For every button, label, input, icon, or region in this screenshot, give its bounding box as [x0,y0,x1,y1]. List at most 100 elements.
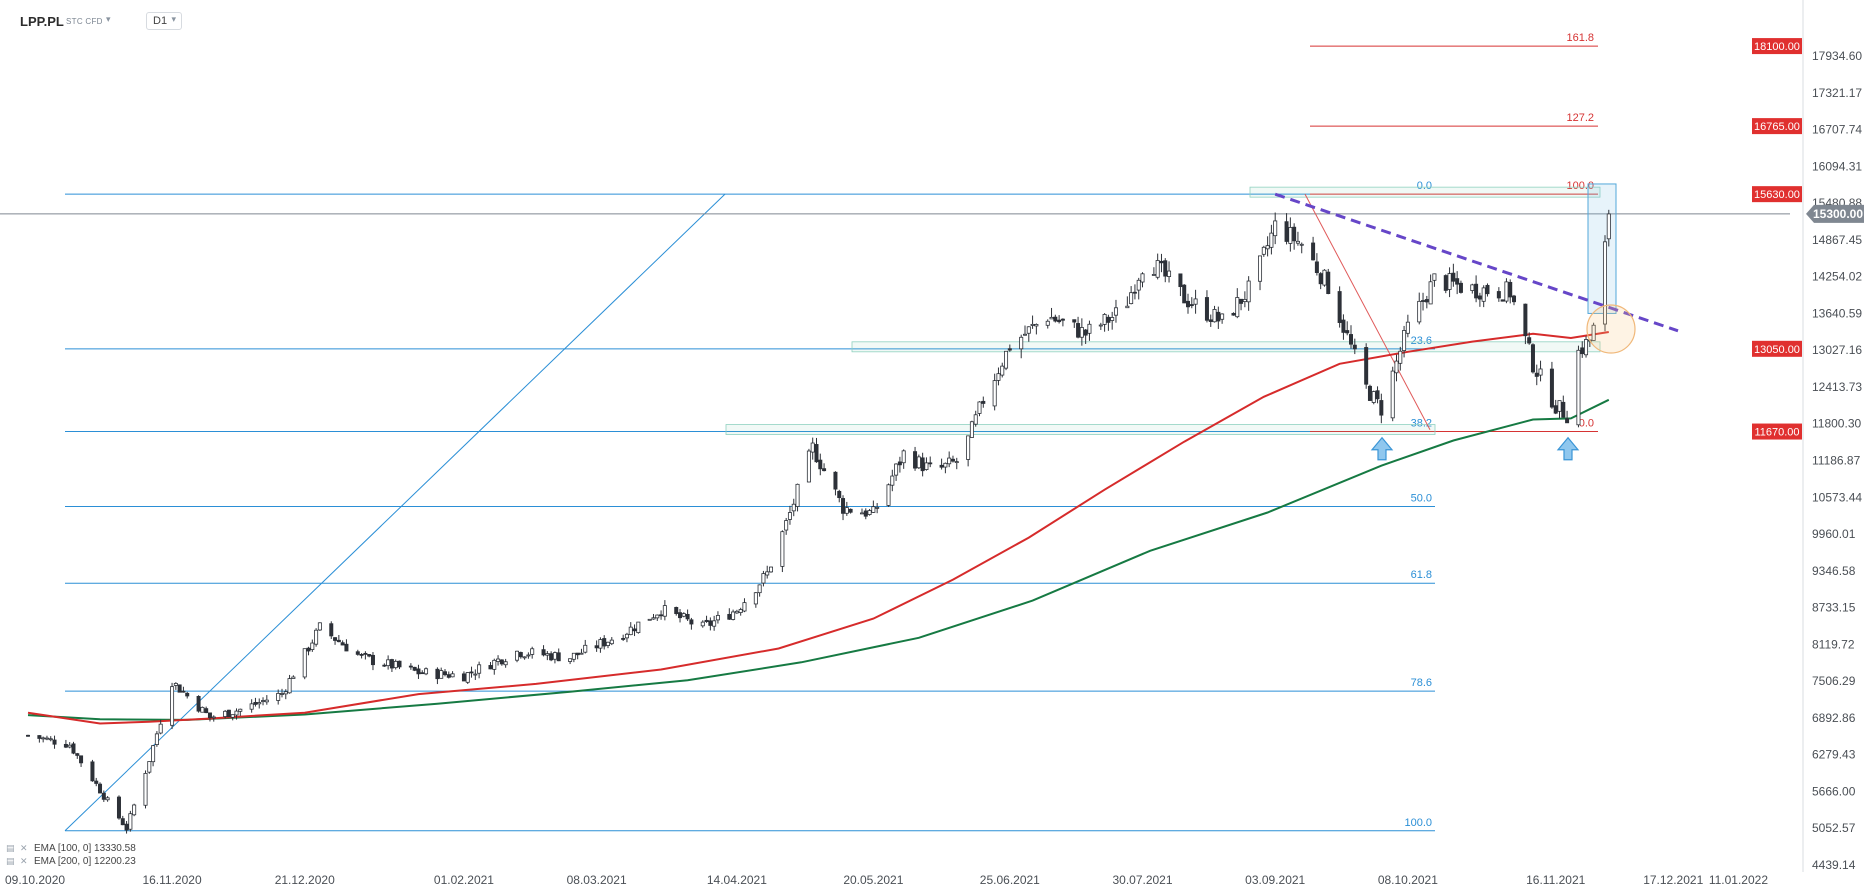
caret-down-icon: ▾ [171,14,176,24]
candle-body [954,461,959,464]
candle-body [257,702,262,705]
candle-body [287,678,292,694]
candle-body [226,709,231,718]
chart-drawings[interactable] [1304,183,1617,430]
candle-body [1565,418,1570,424]
y-tick-label: 16094.31 [1812,159,1862,173]
timeframe-value: D1 [153,15,168,27]
candle-body [791,503,796,512]
candle-body [439,670,444,679]
y-tick-label: 14867.45 [1812,233,1862,247]
candle-body [181,690,186,693]
candle-body [1371,391,1376,403]
y-tick-label: 17321.17 [1812,86,1862,100]
candle-body [101,792,106,800]
legend-row-ema100[interactable]: ▤ ✕ EMA [100, 0] 13330.58 [6,842,136,855]
candle-body [522,656,527,659]
fib-ext-label: 127.2 [1566,112,1594,124]
fib-extension-levels[interactable]: 161.8 127.2 100.0 0.0 [1310,32,1598,433]
x-tick-label: 21.12.2020 [275,873,335,887]
caret-down-icon[interactable]: ▾ [106,14,111,24]
candle-body [784,520,789,531]
legend-row-ema200[interactable]: ▤ ✕ EMA [200, 0] 12200.23 [6,855,136,868]
candle-body [704,619,709,622]
candle-body [1504,281,1509,302]
candle-body [1235,297,1240,318]
candle-body [302,648,307,678]
instrument-type-label[interactable]: STC CFD [66,17,103,26]
candle-body [913,451,918,469]
candle-body [822,468,827,472]
candle-body [1379,400,1384,416]
indicator-settings-icon[interactable]: ▤ [6,843,15,853]
y-tick-label: 11186.87 [1812,454,1861,468]
x-tick-label: 25.06.2021 [980,873,1040,887]
candle-body [973,414,978,425]
candle-body [662,605,667,617]
downtrend-line[interactable] [1274,192,1679,333]
candle-body [624,633,629,639]
candle-body [981,400,986,404]
candle-body [1606,213,1611,240]
candle-body [196,696,201,712]
candle-body [1178,273,1183,288]
candle-body [636,621,641,633]
symbol-label[interactable]: LPP.PL [20,14,64,29]
fib-retracement-levels[interactable]: 0.0 23.6 38.2 50.0 61.8 78.6 100.0 [0,180,1790,832]
candle-body [314,629,319,645]
x-tick-label: 03.09.2021 [1245,873,1305,887]
price-level-label: 18100.00 [1754,41,1800,53]
fib-level-label: 23.6 [1411,335,1432,347]
candle-body [886,484,891,506]
fib-ext-label: 100.0 [1566,180,1594,192]
candle-body [1193,298,1198,305]
candle-body [1428,281,1433,305]
time-axis[interactable]: 09.10.2020 16.11.2020 21.12.2020 01.02.2021… [5,873,1768,887]
timeframe-select[interactable]: D1 ▾ [146,12,182,30]
candle-body [151,745,156,763]
close-icon[interactable]: ✕ [20,843,28,853]
candle-body [1352,344,1357,350]
candle-body [1072,319,1077,323]
legend-label: EMA [100, 0] [34,843,92,854]
candle-body [1500,299,1505,302]
candle-body [1242,299,1247,302]
candle-body [1553,405,1558,414]
x-tick-label: 08.03.2021 [567,873,627,887]
y-tick-label: 7506.29 [1812,674,1856,688]
candle-body [787,512,792,520]
candle-body [329,623,334,637]
candle-body [1079,327,1084,338]
y-tick-label: 9346.58 [1812,564,1856,578]
price-axis[interactable]: 17934.6017321.1716707.7416094.3115480.88… [1812,49,1862,872]
candle-body [924,462,929,470]
y-tick-label: 10573.44 [1812,490,1862,504]
candle-body [333,637,338,641]
candle-body [1136,279,1141,291]
candle-body [416,668,421,675]
indicator-settings-icon[interactable]: ▤ [6,856,15,866]
candle-body [848,508,853,513]
y-tick-label: 5052.57 [1812,821,1856,835]
candle-body [1345,330,1350,334]
candle-body [450,673,455,678]
candle-body [674,607,679,614]
projection-box [1587,183,1617,314]
candle-body [1151,274,1156,276]
candle-body [132,804,137,816]
x-tick-label: 20.05.2021 [843,873,903,887]
candle-body [1034,324,1039,327]
candle-body [44,737,49,740]
candle-body [753,592,758,605]
close-icon[interactable]: ✕ [20,856,28,866]
candle-body [1083,329,1088,336]
candle-body [336,639,341,643]
candle-body [291,676,296,679]
y-tick-label: 8119.72 [1812,637,1855,651]
candle-body [1030,323,1035,326]
candle-body [344,643,349,652]
candle-body [568,658,573,662]
candle-body [48,738,53,741]
price-level-badge [1752,340,1802,357]
